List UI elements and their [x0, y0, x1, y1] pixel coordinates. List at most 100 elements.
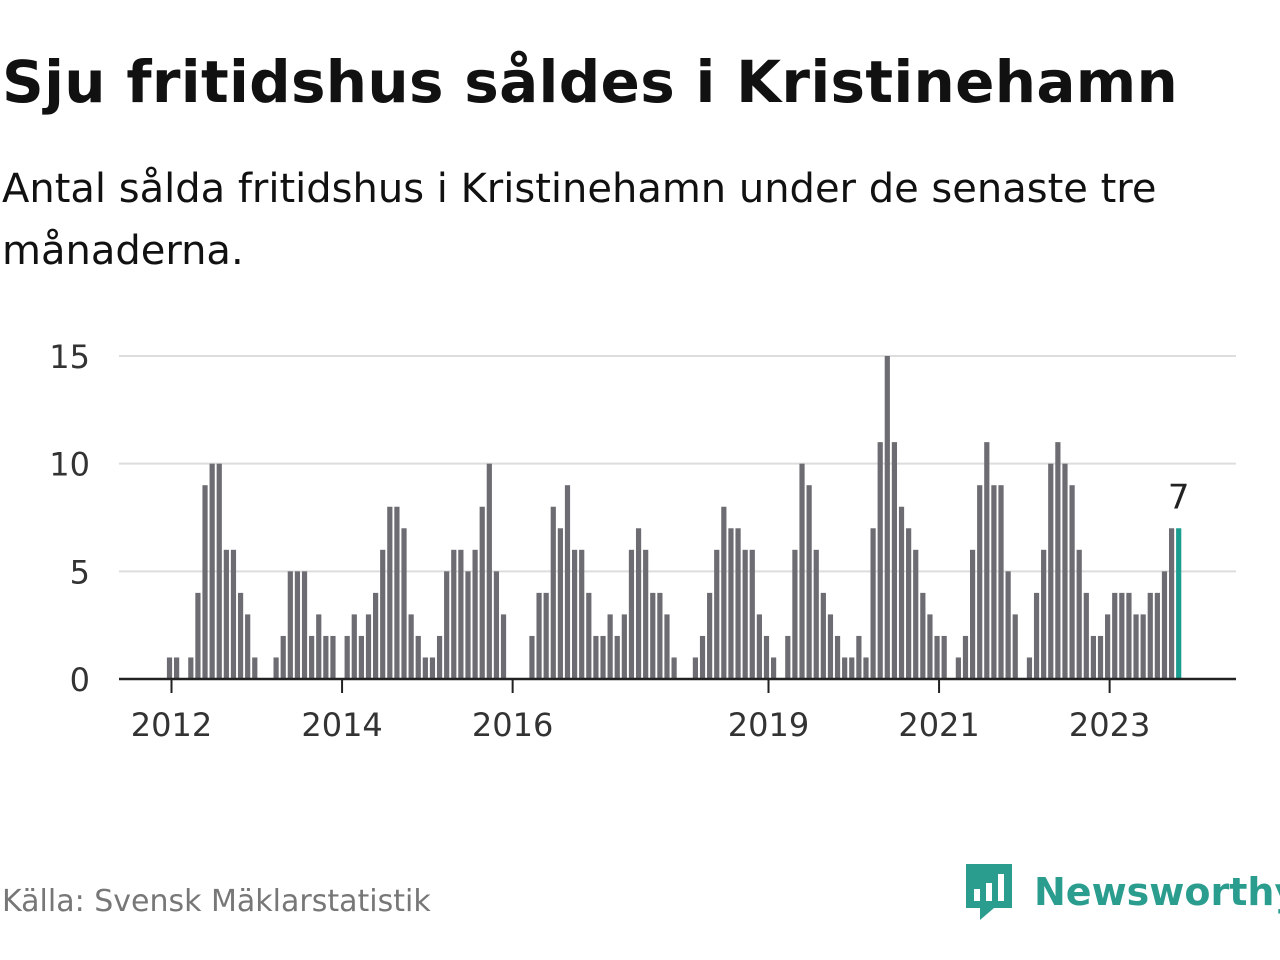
bar: [913, 549, 919, 679]
bar: [664, 614, 670, 679]
bar: [1005, 571, 1011, 679]
bar: [1090, 635, 1097, 679]
bar: [707, 592, 713, 679]
bar-chart: 0 5 10 15 2012 2014 2016 2019 2021 2023 7: [49, 338, 1236, 744]
bar: [735, 528, 741, 679]
bar: [408, 614, 414, 679]
bar: [1076, 549, 1082, 679]
bar: [934, 635, 940, 679]
bar: [969, 549, 976, 679]
bar: [444, 571, 450, 679]
x-tick-label: 2014: [301, 706, 382, 744]
bar: [252, 657, 258, 679]
bar: [749, 549, 755, 679]
bar: [906, 528, 912, 679]
bar: [920, 592, 926, 679]
bar: [756, 614, 762, 679]
bar: [657, 592, 663, 679]
bar: [188, 657, 194, 679]
bar: [237, 592, 244, 679]
bar: [380, 549, 386, 679]
bar: [223, 549, 229, 679]
bar: [898, 506, 905, 679]
bar: [373, 592, 379, 679]
bar: [600, 635, 606, 679]
x-tick-label: 2023: [1069, 706, 1150, 744]
chart-title: Sju fritidshus såldes i Kristinehamn: [2, 48, 1179, 116]
bar: [1161, 571, 1168, 679]
bar: [344, 635, 350, 679]
bar: [884, 356, 890, 679]
bar: [785, 635, 791, 679]
bar: [273, 657, 279, 679]
bar: [742, 549, 748, 679]
bar: [493, 571, 500, 679]
bar: [813, 549, 819, 679]
bar: [728, 528, 734, 679]
bar: [763, 635, 770, 679]
bar-chart-speech-bubble-icon: [966, 864, 1012, 920]
bar: [536, 592, 542, 679]
bar: [1133, 614, 1139, 679]
bar: [699, 635, 706, 679]
bar: [1168, 528, 1175, 679]
bar: [770, 657, 777, 679]
bar: [1140, 614, 1146, 679]
bar: [977, 485, 983, 679]
bar: [365, 614, 372, 679]
bar: [941, 635, 947, 679]
x-tick-label: 2012: [131, 706, 212, 744]
bar: [245, 614, 251, 679]
bar: [316, 614, 322, 679]
bar: [842, 657, 848, 679]
bar: [202, 485, 208, 679]
bar: [1033, 592, 1040, 679]
bar: [1055, 442, 1061, 679]
bar: [422, 657, 428, 679]
bar: [863, 657, 869, 679]
bar: [962, 635, 969, 679]
bar: [287, 571, 293, 679]
bar: [820, 592, 826, 679]
bar: [1062, 463, 1068, 679]
bar: [330, 635, 336, 679]
bar: [721, 506, 727, 679]
bar: [166, 657, 173, 679]
bar: [479, 506, 485, 679]
bar: [1147, 592, 1153, 679]
bar: [877, 442, 883, 679]
y-tick-label: 0: [70, 661, 90, 699]
bar: [579, 549, 585, 679]
brand[interactable]: Newsworthy: [964, 862, 1280, 922]
bar: [571, 549, 578, 679]
bar: [607, 614, 613, 679]
bar: [195, 592, 201, 679]
bar: [643, 549, 649, 679]
bar: [692, 657, 699, 679]
bar: [465, 571, 471, 679]
x-tick-label: 2021: [898, 706, 979, 744]
bar: [849, 657, 855, 679]
bar: [635, 528, 642, 679]
bar: [714, 549, 720, 679]
bar: [1105, 614, 1111, 679]
y-tick-label: 10: [49, 446, 90, 484]
bar: [991, 485, 997, 679]
y-tick-label: 15: [49, 338, 90, 376]
bar: [792, 549, 798, 679]
bar: [451, 549, 457, 679]
bar: [984, 442, 990, 679]
bar: [834, 635, 841, 679]
bar: [827, 614, 834, 679]
bar: [955, 657, 961, 679]
bar: [358, 635, 364, 679]
bar: [280, 635, 286, 679]
bar: [1012, 614, 1018, 679]
bar: [1026, 657, 1033, 679]
bar: [998, 485, 1004, 679]
bar: [1119, 592, 1125, 679]
bar: [927, 614, 933, 679]
bar: [1041, 549, 1047, 679]
bar: [486, 463, 492, 679]
source-note: Källa: Svensk Mäklarstatistik: [2, 884, 431, 919]
